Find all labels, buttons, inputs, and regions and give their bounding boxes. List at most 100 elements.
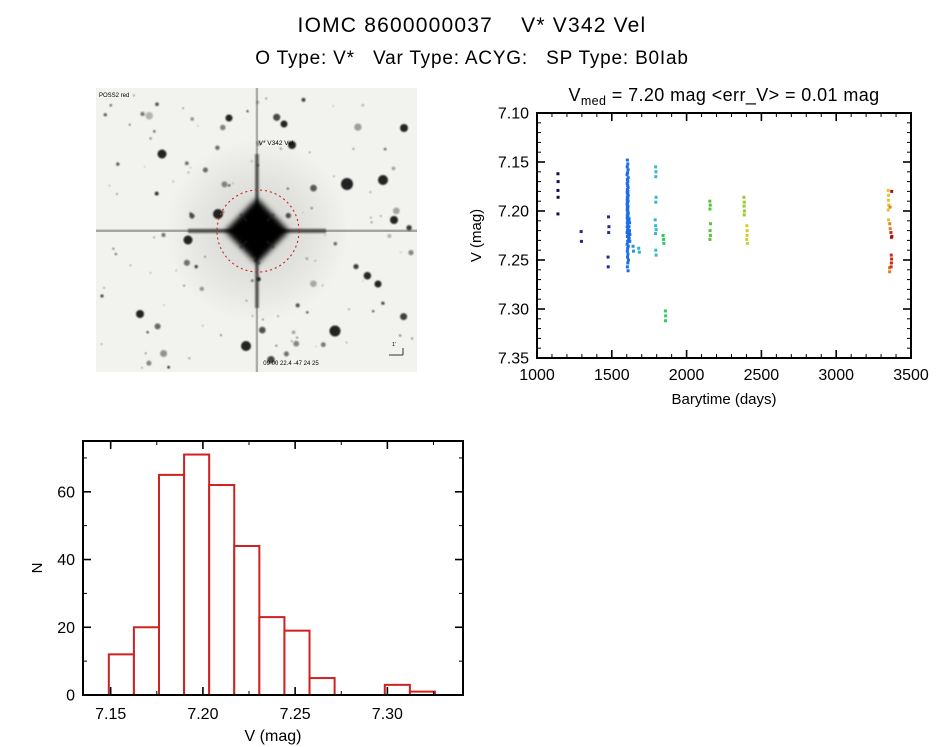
survey-label: POSS2 red <box>99 93 129 99</box>
data-point <box>637 246 641 250</box>
data-point <box>888 205 892 209</box>
histogram-bar <box>283 629 311 696</box>
x-tick-label: 1500 <box>594 367 630 384</box>
data-point <box>556 188 560 192</box>
data-point <box>654 170 658 174</box>
data-point <box>663 309 667 313</box>
data-point <box>625 216 629 220</box>
data-point <box>890 234 894 238</box>
data-point <box>625 242 629 246</box>
data-point <box>626 227 630 231</box>
y-tick-label: 7.10 <box>498 106 529 123</box>
data-point <box>628 221 632 225</box>
data-point <box>631 244 635 248</box>
data-point <box>654 165 658 169</box>
data-point <box>626 258 630 262</box>
data-point <box>626 176 630 180</box>
data-point <box>745 224 749 228</box>
x-axis-label: Barytime (days) <box>671 391 776 408</box>
data-point <box>745 229 749 233</box>
data-point <box>626 180 630 184</box>
data-point <box>886 208 890 212</box>
data-point <box>626 255 630 259</box>
x-tick-label: 1000 <box>519 367 555 384</box>
data-point <box>654 253 658 257</box>
data-point <box>627 231 631 235</box>
data-point <box>662 237 666 241</box>
data-point <box>709 222 713 226</box>
data-point <box>708 229 712 233</box>
data-point <box>887 218 891 222</box>
data-point <box>654 195 658 199</box>
y-tick-label: 7.15 <box>498 155 529 172</box>
data-point <box>626 199 630 203</box>
data-point <box>625 205 629 209</box>
data-point <box>625 231 629 235</box>
data-point <box>625 221 629 225</box>
data-point <box>626 252 630 256</box>
data-point <box>626 185 630 189</box>
data-point <box>607 225 611 229</box>
data-point <box>626 211 630 215</box>
target-circle <box>216 189 300 273</box>
data-point <box>627 236 631 240</box>
histogram-bar <box>308 677 336 696</box>
data-point <box>889 253 893 257</box>
y-tick-label: 7.30 <box>498 302 529 319</box>
coords-label: 09 00 22.4 -47 24 25 <box>263 361 319 367</box>
data-point <box>626 261 630 265</box>
y-tick-label: 40 <box>57 552 75 569</box>
data-point <box>626 239 630 243</box>
data-point <box>627 219 631 223</box>
data-point <box>661 234 665 237</box>
lightcurve-points <box>556 158 894 323</box>
data-point <box>625 158 629 162</box>
data-point <box>708 203 712 207</box>
data-point <box>626 269 630 273</box>
data-point <box>654 200 658 204</box>
data-point <box>888 227 892 231</box>
data-point <box>662 241 666 245</box>
x-tick-label: 2500 <box>744 367 780 384</box>
data-point <box>708 237 712 241</box>
data-point <box>886 188 890 192</box>
data-point <box>664 319 668 323</box>
data-point <box>625 225 629 229</box>
histogram-bar <box>132 626 160 696</box>
data-point <box>890 257 894 261</box>
data-point <box>625 265 629 269</box>
data-point <box>579 230 583 234</box>
page-subtitle: O Type: V* Var Type: ACYG: SP Type: B0Ia… <box>255 48 689 69</box>
y-axis-label: V (mag) <box>468 209 485 262</box>
x-tick-label: 7.30 <box>372 706 403 723</box>
x-tick-label: 7.25 <box>280 706 311 723</box>
x-axis-label: V (mag) <box>245 728 302 745</box>
data-point <box>626 246 630 250</box>
target-label: V* V342 Vel <box>259 140 294 147</box>
y-tick-label: 0 <box>66 688 75 705</box>
lightcurve-plot: Vmed = 7.20 mag <err_V> = 0.01 mag 1000 15… <box>468 85 929 408</box>
data-point <box>626 171 630 175</box>
lightcurve-axes: 1000 1500 2000 2500 3000 3500 7.10 7.15 7.20 7.25… <box>498 106 929 384</box>
histogram-bars <box>107 453 436 697</box>
data-point <box>654 228 658 232</box>
data-point <box>887 266 891 270</box>
data-point <box>626 244 630 248</box>
data-point <box>887 193 891 197</box>
histogram-bar <box>107 653 135 696</box>
histogram-plot: 7.15 7.20 7.25 7.30 0 20 40 60 V (mag) N <box>30 440 464 745</box>
data-point <box>664 314 668 318</box>
data-point <box>654 248 658 252</box>
y-tick-label: 60 <box>57 484 75 501</box>
histogram-bar <box>233 544 261 696</box>
x-tick-label: 3500 <box>893 367 929 384</box>
x-tick-label: 2000 <box>669 367 705 384</box>
background-stars <box>100 94 414 369</box>
data-point <box>626 168 630 172</box>
page-title: IOMC 8600000037 V* V342 Vel <box>297 14 647 37</box>
data-point <box>556 195 560 199</box>
data-point <box>742 209 746 213</box>
data-point <box>626 184 630 188</box>
data-point <box>579 239 583 243</box>
